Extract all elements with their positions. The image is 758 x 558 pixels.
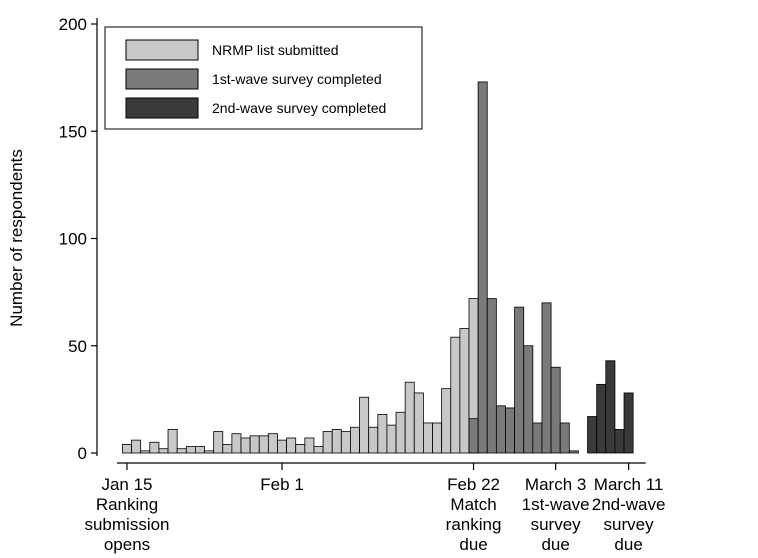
bar-series-1 xyxy=(359,396,370,454)
bar-series-1 xyxy=(350,426,360,454)
bar-series-1 xyxy=(222,444,233,454)
bar-series-1 xyxy=(167,429,178,454)
legend-label: 1st-wave survey completed xyxy=(212,71,382,87)
x-tick-label: Jan 15 Ranking submission opens xyxy=(84,475,169,554)
bar-series-2 xyxy=(532,422,543,454)
bar-series-1 xyxy=(194,446,205,454)
x-tick-label-line: due xyxy=(614,535,642,554)
bar-series-1 xyxy=(304,437,315,454)
legend-swatch xyxy=(125,68,199,90)
x-tick-label-line: March 3 xyxy=(525,475,586,494)
legend: NRMP list submitted 1st-wave survey compl… xyxy=(104,26,423,130)
x-tick-label: Feb 22 Match ranking due xyxy=(446,475,502,554)
bar-series-1 xyxy=(286,437,297,454)
bar-series-1 xyxy=(322,431,333,454)
x-tick-label-line: survey xyxy=(604,515,655,534)
bar-series-1 xyxy=(258,435,269,454)
legend-swatch xyxy=(125,39,199,61)
bar-series-1 xyxy=(404,381,415,454)
x-tick-label-line: ranking xyxy=(446,515,502,534)
bar-series-1 xyxy=(213,431,224,454)
y-tick-label: 200 xyxy=(59,15,87,34)
y-tick-label: 0 xyxy=(78,444,87,463)
bar-series-2 xyxy=(477,81,488,454)
x-tick-label: March 3 1st-wave survey due xyxy=(522,475,590,554)
x-tick-label-line: opens xyxy=(104,535,150,554)
bar-series-3 xyxy=(587,416,598,454)
x-tick-label-line: due xyxy=(541,535,569,554)
bar-series-1 xyxy=(432,422,443,454)
bar-series-1 xyxy=(386,424,397,454)
y-axis-label: Number of respondents xyxy=(7,149,26,327)
bar-series-2 xyxy=(495,405,506,454)
y-tick-label: 100 xyxy=(59,230,87,249)
x-tick-label-line: Match xyxy=(450,495,496,514)
x-tick-label-line: Jan 15 xyxy=(101,475,152,494)
x-tick-label-line: Feb 22 xyxy=(447,475,500,494)
x-tick-label-line: Feb 1 xyxy=(260,475,303,494)
bar-series-1 xyxy=(313,446,324,454)
bar-series-1 xyxy=(450,336,461,454)
bar-series-1 xyxy=(331,429,342,454)
bar-series-1 xyxy=(340,431,351,454)
bar-series-2 xyxy=(523,345,534,454)
bar-series-1 xyxy=(131,439,142,454)
x-tick-label-line: 2nd-wave xyxy=(592,495,666,514)
legend-label: NRMP list submitted xyxy=(212,42,339,58)
bar-series-1 xyxy=(176,448,187,454)
y-axis-ticks: 0 50 100 150 200 xyxy=(59,15,97,463)
bar-series-1 xyxy=(277,439,288,454)
bar-series-2 xyxy=(568,450,579,454)
bar-series-1 xyxy=(158,448,169,454)
bar-series-1 xyxy=(368,426,379,454)
legend-label: 2nd-wave survey completed xyxy=(212,100,386,116)
x-tick-label-line: due xyxy=(459,535,487,554)
bar-series-3 xyxy=(623,392,634,454)
x-tick-label: Feb 1 xyxy=(260,475,303,494)
bar-series-1 xyxy=(204,450,215,454)
x-tick-label-line: March 11 xyxy=(594,475,664,494)
bar-series-3 xyxy=(596,383,607,454)
bars-layer xyxy=(122,81,634,454)
bar-series-3 xyxy=(605,360,616,454)
bar-series-1 xyxy=(441,388,452,454)
bar-series-2 xyxy=(550,366,561,454)
bar-series-1 xyxy=(377,413,388,454)
bar-series-1 xyxy=(249,435,260,454)
bar-series-3 xyxy=(614,429,625,454)
bar-series-1 xyxy=(122,444,132,454)
x-tick-label-line: 1st-wave xyxy=(522,495,590,514)
y-tick-label: 50 xyxy=(68,337,87,356)
x-tick-label: March 11 2nd-wave survey due xyxy=(592,475,666,554)
bar-series-1 xyxy=(422,422,433,454)
y-tick-label: 150 xyxy=(59,122,87,141)
x-tick-label-line: submission xyxy=(84,515,169,534)
bar-series-1 xyxy=(413,392,424,454)
bar-series-1 xyxy=(295,444,306,454)
bar-series-2 xyxy=(505,407,516,454)
bar-series-1 xyxy=(149,441,160,454)
bar-series-1 xyxy=(240,437,251,454)
bar-series-1 xyxy=(395,411,406,454)
bar-series-2 xyxy=(514,306,525,454)
legend-swatch xyxy=(125,97,199,119)
bar-series-1 xyxy=(267,433,278,454)
x-tick-label-line: Ranking xyxy=(96,495,158,514)
bar-series-1 xyxy=(459,328,470,454)
bar-series-2 xyxy=(468,418,479,454)
bar-series-1 xyxy=(140,450,151,454)
bar-series-1 xyxy=(231,433,242,454)
x-tick-label-line: survey xyxy=(531,515,582,534)
bar-series-2 xyxy=(559,422,570,454)
bar-series-2 xyxy=(541,302,552,454)
bar-series-1 xyxy=(185,446,196,454)
bar-series-2 xyxy=(486,298,497,454)
